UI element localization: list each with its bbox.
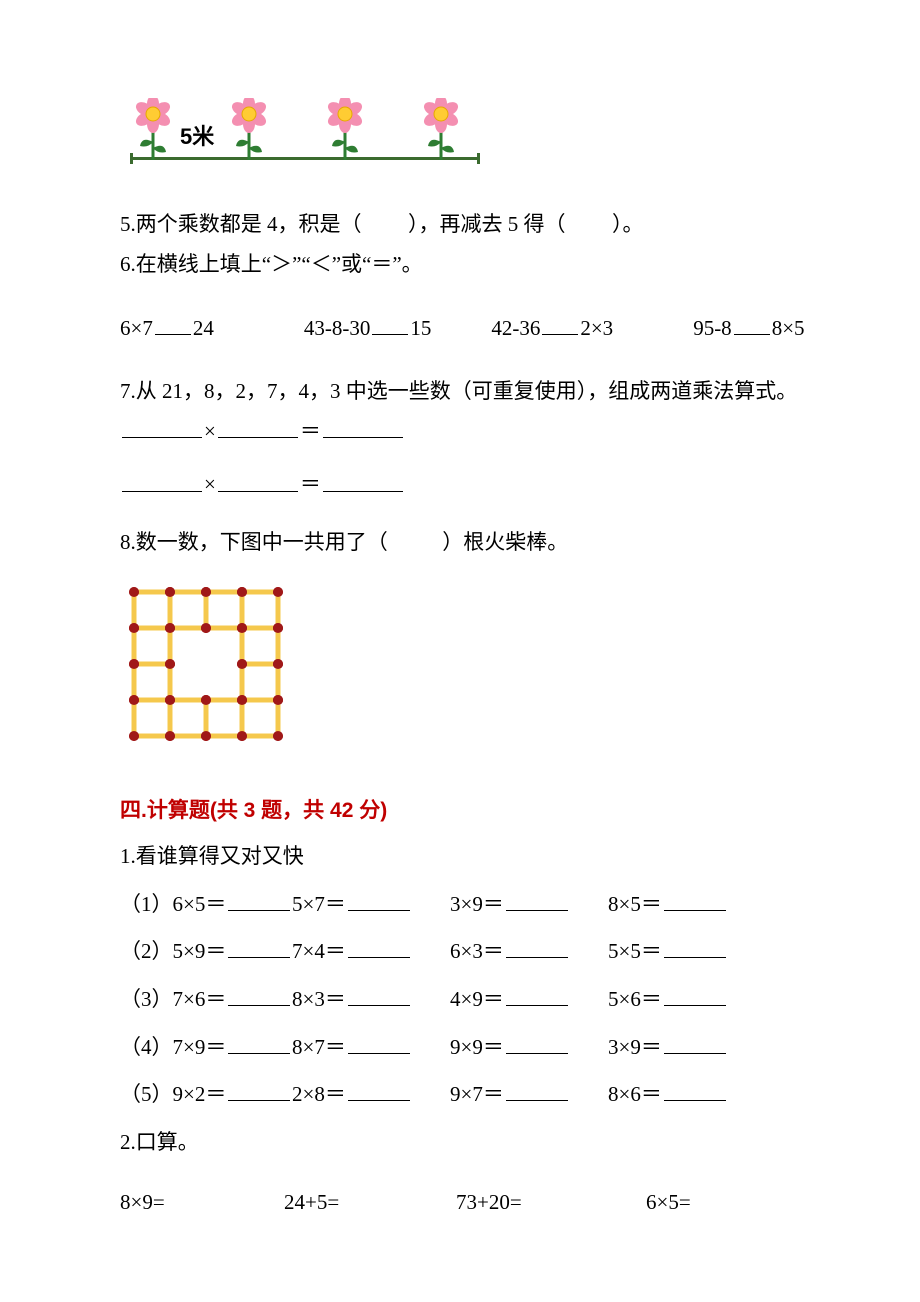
calc-row: （4）7×9＝8×7＝9×9＝3×9＝	[120, 1031, 800, 1065]
calc-cell: 7×4＝	[292, 935, 450, 969]
q8-text-a: 8.数一数，下图中一共用了（	[120, 530, 388, 554]
calc-cell: 4×9＝	[450, 983, 608, 1017]
calc-cell: （3）7×6＝	[120, 983, 292, 1017]
calc-cell: （2）5×9＝	[120, 935, 292, 969]
calc-cell: 8×5＝	[608, 888, 766, 922]
mental-cell: 6×5=	[646, 1186, 776, 1220]
calc-cell: 8×6＝	[608, 1078, 766, 1112]
flower-figure: 5米	[120, 90, 800, 180]
q5-text-b: ），再减去 5 得（	[408, 212, 566, 236]
s4q2-title: 2.口算。	[120, 1126, 800, 1160]
question-5: 5.两个乘数都是 4，积是（ ），再减去 5 得（ ）。	[120, 208, 800, 242]
flower-icon	[324, 98, 366, 160]
calc-cell: 5×6＝	[608, 983, 766, 1017]
mental-cell: 73+20=	[456, 1186, 646, 1220]
calc-cell: （5）9×2＝	[120, 1078, 292, 1112]
section-4-heading: 四.计算题(共 3 题，共 42 分)	[120, 794, 800, 828]
s4q2-row: 8×9=24+5=73+20=6×5=	[120, 1186, 800, 1220]
q6-item: 42-362×3	[491, 316, 613, 340]
question-7-blank-2: ×＝	[120, 468, 800, 502]
q6-item: 6×724	[120, 316, 214, 340]
calc-row: （3）7×6＝8×3＝4×9＝5×6＝	[120, 983, 800, 1017]
calc-cell: （4）7×9＝	[120, 1031, 292, 1065]
question-6-items: 6×72443-8-301542-362×395-88×5	[120, 307, 800, 349]
question-6-heading: 6.在横线上填上“＞”“＜”或“＝”。	[120, 248, 800, 282]
calc-cell: 9×9＝	[450, 1031, 608, 1065]
calc-row: （2）5×9＝7×4＝6×3＝5×5＝	[120, 935, 800, 969]
calc-cell: 8×7＝	[292, 1031, 450, 1065]
question-7-blank-1: ×＝	[120, 415, 800, 449]
calc-cell: 3×9＝	[450, 888, 608, 922]
flower-icon	[132, 98, 174, 160]
q6-item: 95-88×5	[693, 316, 804, 340]
calc-row: （1）6×5＝5×7＝3×9＝8×5＝	[120, 888, 800, 922]
calc-row: （5）9×2＝2×8＝9×7＝8×6＝	[120, 1078, 800, 1112]
q6-item: 43-8-3015	[304, 316, 432, 340]
calc-cell: 5×5＝	[608, 935, 766, 969]
flower-icon	[228, 98, 270, 160]
s4q1-grid: （1）6×5＝5×7＝3×9＝8×5＝（2）5×9＝7×4＝6×3＝5×5＝（3…	[120, 888, 800, 1112]
calc-cell: 8×3＝	[292, 983, 450, 1017]
question-8: 8.数一数，下图中一共用了（ ）根火柴棒。	[120, 526, 800, 560]
q5-text-c: ）。	[612, 212, 644, 236]
q8-text-b: ）根火柴棒。	[442, 530, 568, 554]
mental-cell: 24+5=	[284, 1186, 456, 1220]
calc-cell: （1）6×5＝	[120, 888, 292, 922]
mental-cell: 8×9=	[120, 1186, 284, 1220]
calc-cell: 3×9＝	[608, 1031, 766, 1065]
flower-distance-label: 5米	[180, 119, 214, 154]
calc-cell: 2×8＝	[292, 1078, 450, 1112]
s4q1-title: 1.看谁算得又对又快	[120, 840, 800, 874]
calc-cell: 6×3＝	[450, 935, 608, 969]
calc-cell: 5×7＝	[292, 888, 450, 922]
flower-icon	[420, 98, 462, 160]
calc-cell: 9×7＝	[450, 1078, 608, 1112]
matchstick-figure	[120, 578, 800, 761]
q5-text-a: 5.两个乘数都是 4，积是（	[120, 212, 362, 236]
question-7-heading: 7.从 21，8，2，7，4，3 中选一些数（可重复使用），组成两道乘法算式。	[120, 375, 800, 409]
